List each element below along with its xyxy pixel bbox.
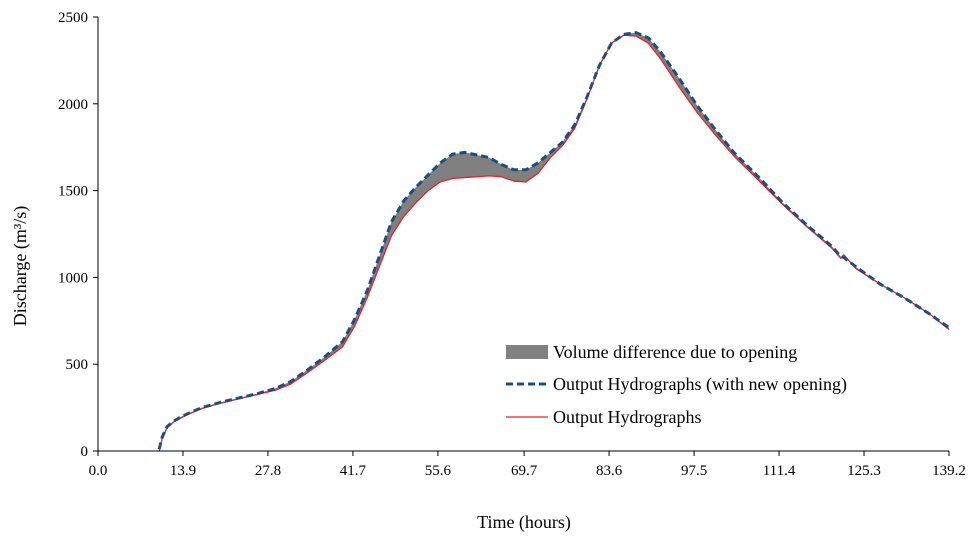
x-tick-label: 41.7 bbox=[340, 463, 367, 479]
y-tick-label: 1500 bbox=[58, 184, 88, 200]
axes-layer bbox=[97, 17, 949, 452]
y-tick-label: 0 bbox=[81, 444, 89, 460]
x-tick-label: 97.5 bbox=[681, 463, 707, 479]
y-axis-title: Discharge (m³/s) bbox=[10, 206, 31, 327]
legend-swatch-area bbox=[506, 345, 548, 359]
y-tick-label: 1000 bbox=[58, 270, 88, 286]
legend-label-dashed: Output Hydrographs (with new opening) bbox=[553, 374, 847, 395]
x-tick-label: 139.2 bbox=[932, 463, 966, 479]
legend-label-area: Volume difference due to opening bbox=[553, 342, 797, 362]
y-ticks: 0 500 1000 1500 2000 2500 bbox=[58, 10, 98, 460]
x-tick-label: 13.9 bbox=[170, 463, 196, 479]
x-tick-label: 69.7 bbox=[511, 463, 538, 479]
series-line-output-hydrographs-new-opening bbox=[157, 31, 950, 450]
legend: Volume difference due to opening Output … bbox=[506, 342, 847, 427]
x-tick-label: 27.8 bbox=[255, 463, 281, 479]
y-tick-label: 2000 bbox=[58, 97, 88, 113]
x-tick-label: 111.4 bbox=[763, 463, 796, 479]
x-tick-label: 55.6 bbox=[425, 463, 452, 479]
y-tick-label: 2500 bbox=[58, 10, 88, 26]
x-tick-label: 125.3 bbox=[847, 463, 881, 479]
x-tick-label: 83.6 bbox=[596, 463, 623, 479]
x-tick-label: 0.0 bbox=[89, 463, 108, 479]
x-axis-title: Time (hours) bbox=[477, 512, 571, 533]
series-layer bbox=[157, 31, 950, 452]
y-tick-label: 500 bbox=[66, 357, 89, 373]
x-ticks: 0.0 13.9 27.8 41.7 55.6 69.7 83.6 97.5 111.4 125.… bbox=[89, 451, 966, 479]
legend-label-solid: Output Hydrographs bbox=[553, 407, 701, 427]
